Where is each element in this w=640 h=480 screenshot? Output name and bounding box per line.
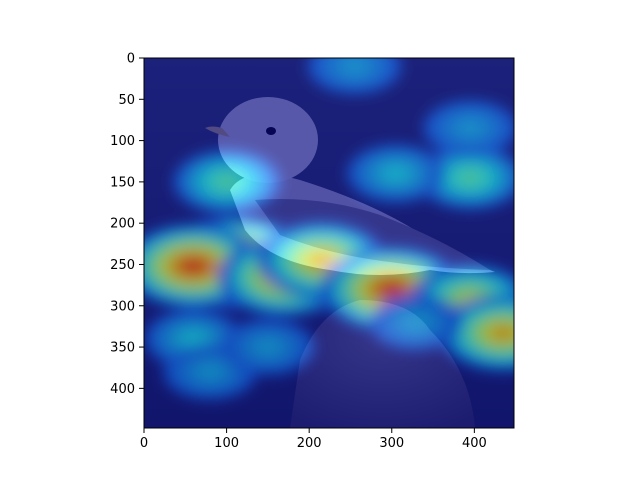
heat-hotspot bbox=[346, 144, 445, 203]
y-tick-label: 50 bbox=[118, 93, 135, 108]
x-tick-label: 200 bbox=[297, 436, 322, 451]
heat-hotspot bbox=[307, 58, 402, 95]
heatmap-overlay bbox=[144, 58, 514, 428]
y-tick-label: 400 bbox=[110, 382, 135, 397]
axes-frame bbox=[143, 57, 515, 429]
heat-hotspot bbox=[221, 319, 315, 375]
y-tick-label: 150 bbox=[110, 175, 135, 190]
plot-area bbox=[144, 58, 514, 428]
x-axis: 0 100 200 300 400 bbox=[140, 428, 487, 451]
y-tick-label: 0 bbox=[127, 52, 135, 67]
y-axis: 0 50 100 150 200 250 300 350 400 bbox=[110, 52, 144, 397]
y-tick-label: 300 bbox=[110, 299, 135, 314]
y-tick-label: 250 bbox=[110, 258, 135, 273]
y-tick-label: 350 bbox=[110, 341, 135, 356]
heat-hotspot bbox=[423, 100, 514, 156]
x-tick-label: 400 bbox=[462, 436, 487, 451]
y-tick-label: 100 bbox=[110, 134, 135, 149]
x-tick-label: 300 bbox=[379, 436, 404, 451]
heat-hotspot bbox=[416, 146, 514, 210]
y-tick-label: 200 bbox=[110, 217, 135, 232]
x-tick-label: 100 bbox=[214, 436, 239, 451]
heat-hotspot bbox=[369, 294, 464, 351]
heat-hotspot bbox=[144, 223, 265, 309]
x-tick-label: 0 bbox=[140, 436, 148, 451]
heat-hotspot bbox=[173, 150, 281, 214]
